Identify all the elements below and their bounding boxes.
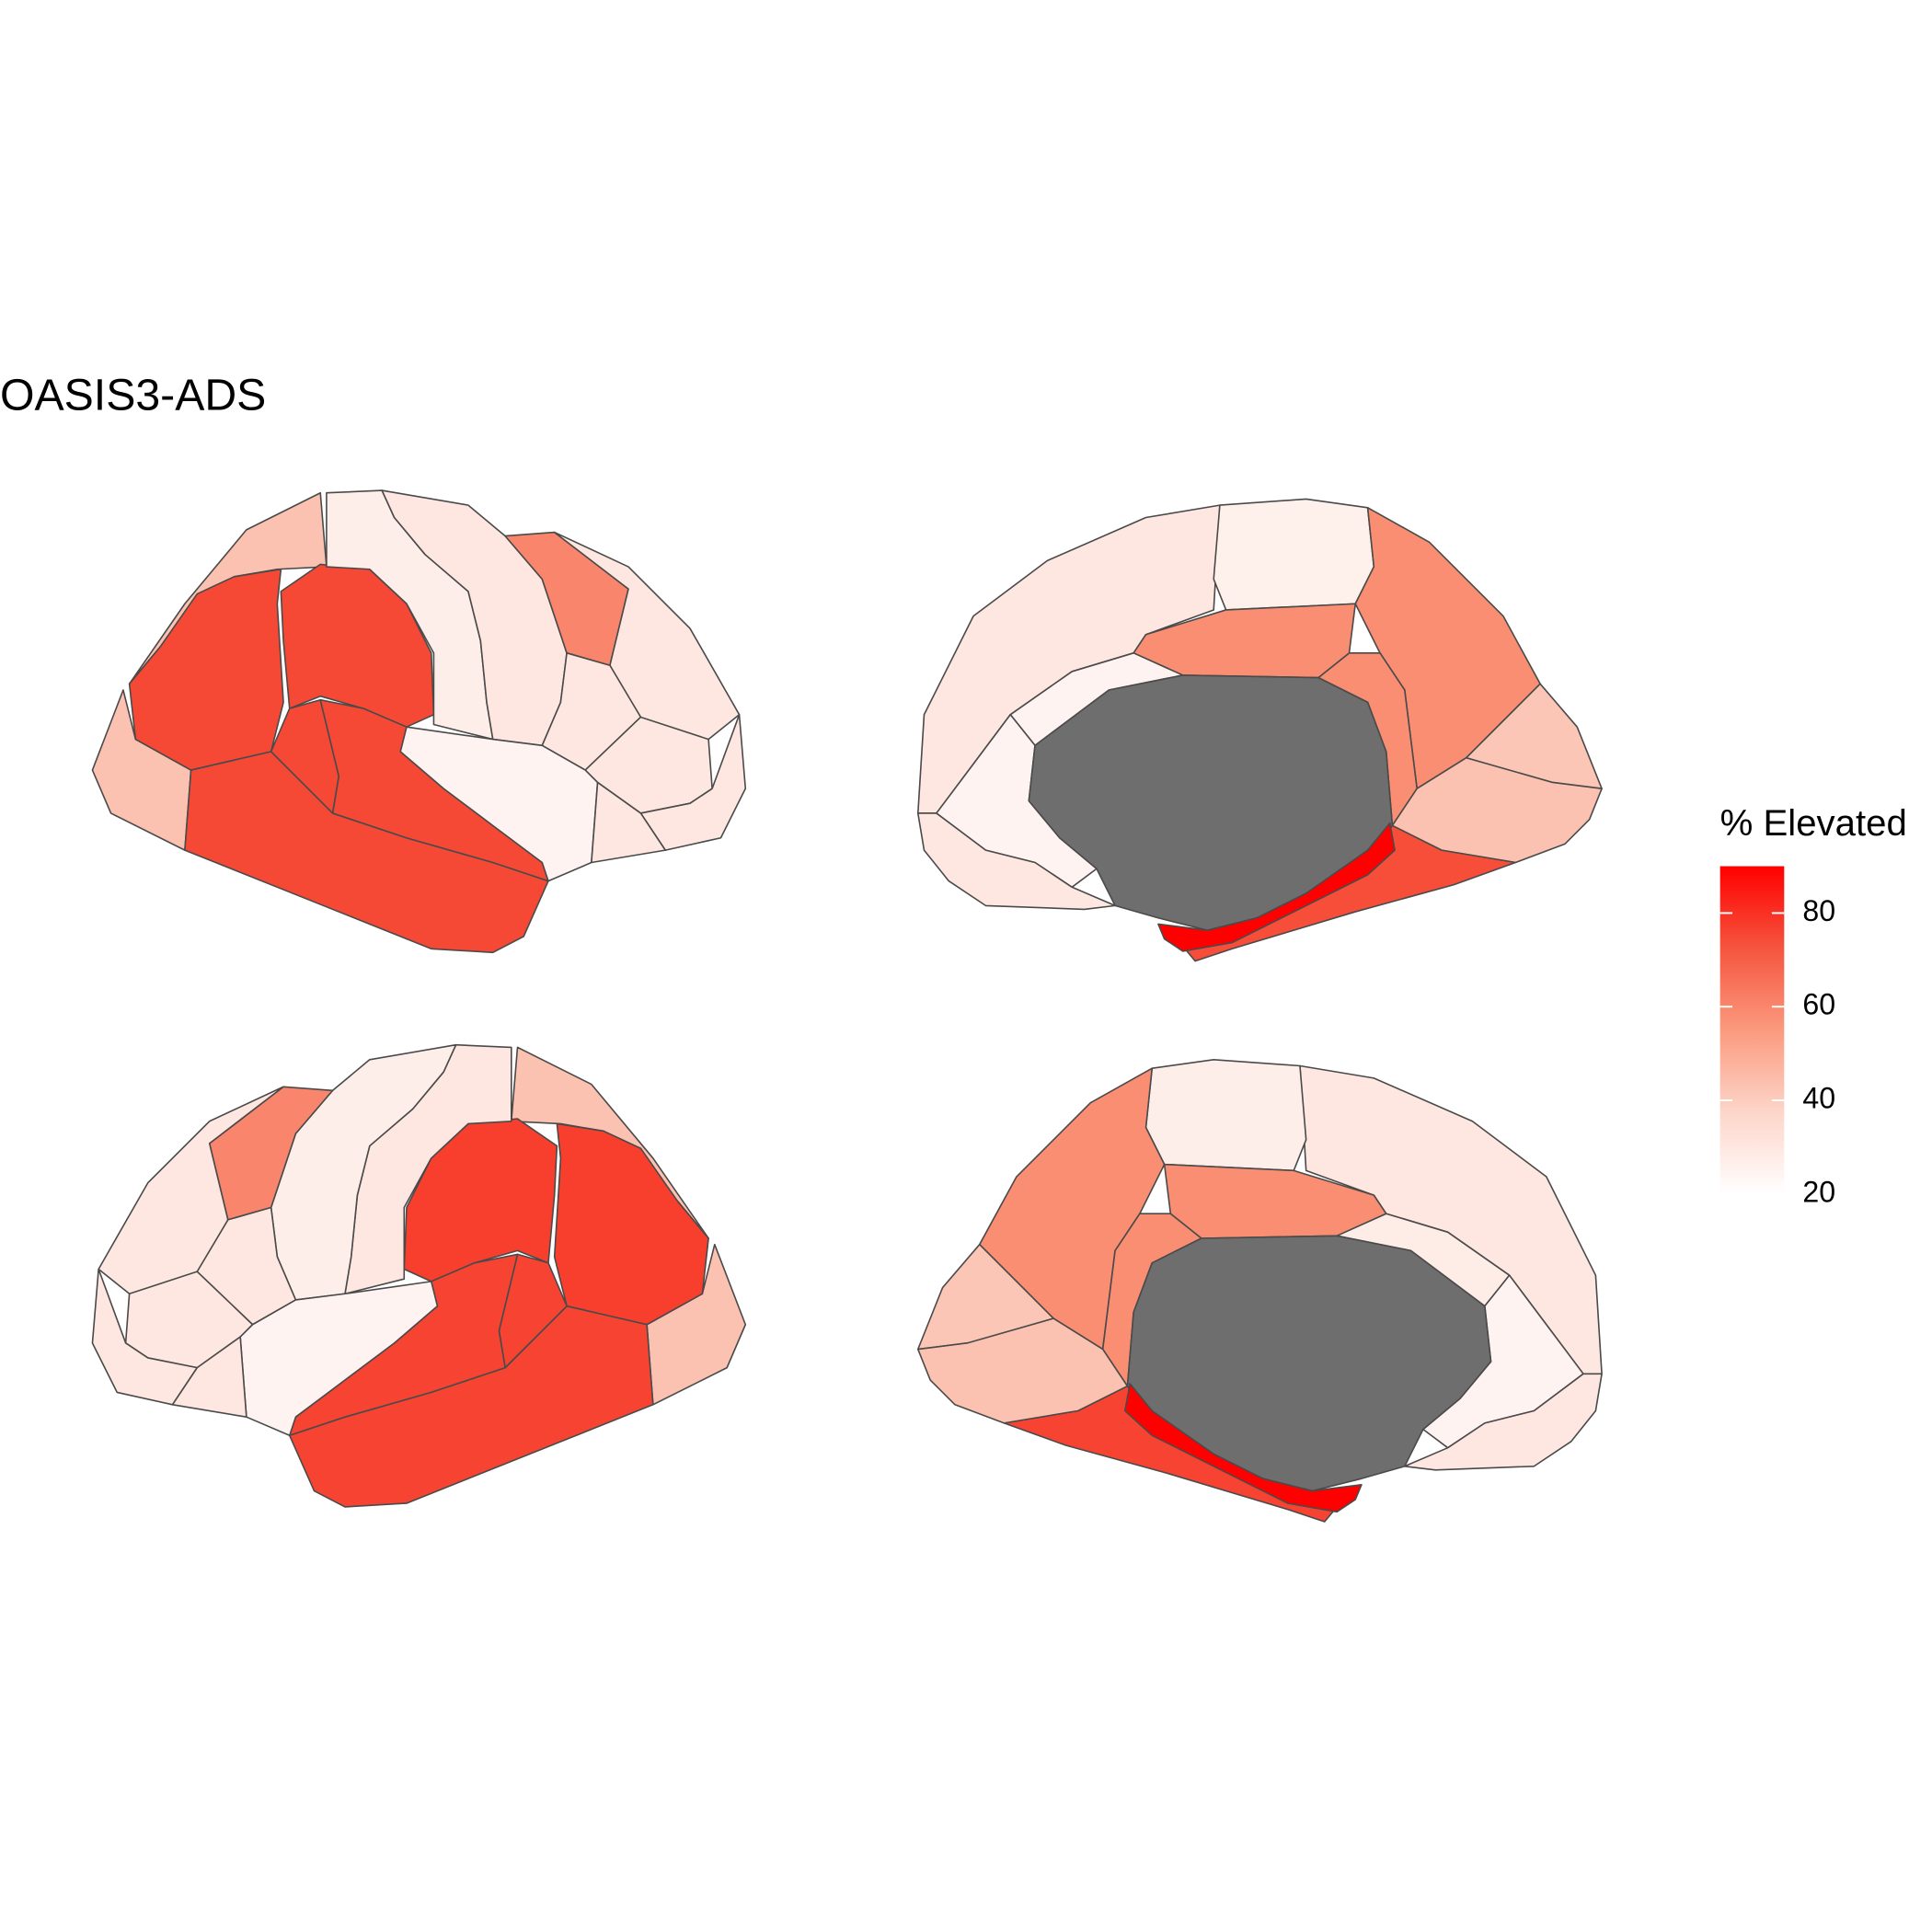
brain-view: [91, 489, 747, 954]
region: [239, 1281, 439, 1437]
region: [639, 713, 747, 851]
colorbar-tick-label: 40: [1802, 1081, 1835, 1114]
region: [1157, 822, 1396, 952]
plot: OASIS3-ADS % Elevated 20 40 60 80: [0, 370, 1907, 1523]
chart-title: OASIS3-ADS: [0, 370, 266, 420]
colorbar: [1719, 866, 1785, 1194]
region: [591, 781, 667, 864]
region: [553, 1122, 709, 1326]
legend-title: % Elevated: [1720, 802, 1907, 844]
region: [1213, 498, 1375, 611]
region: [128, 568, 284, 771]
region: [399, 726, 599, 882]
region: [171, 1336, 247, 1418]
region: [1144, 1058, 1307, 1172]
colorbar-tick-label: 80: [1802, 894, 1835, 927]
brain-view: [916, 1058, 1603, 1523]
region: [1123, 1383, 1363, 1513]
brain-view: [916, 498, 1603, 962]
colorbar-tick-label: 20: [1802, 1175, 1835, 1208]
colorbar-tick-label: 60: [1802, 988, 1835, 1021]
brain-view: [91, 1043, 747, 1508]
region: [91, 1268, 199, 1406]
